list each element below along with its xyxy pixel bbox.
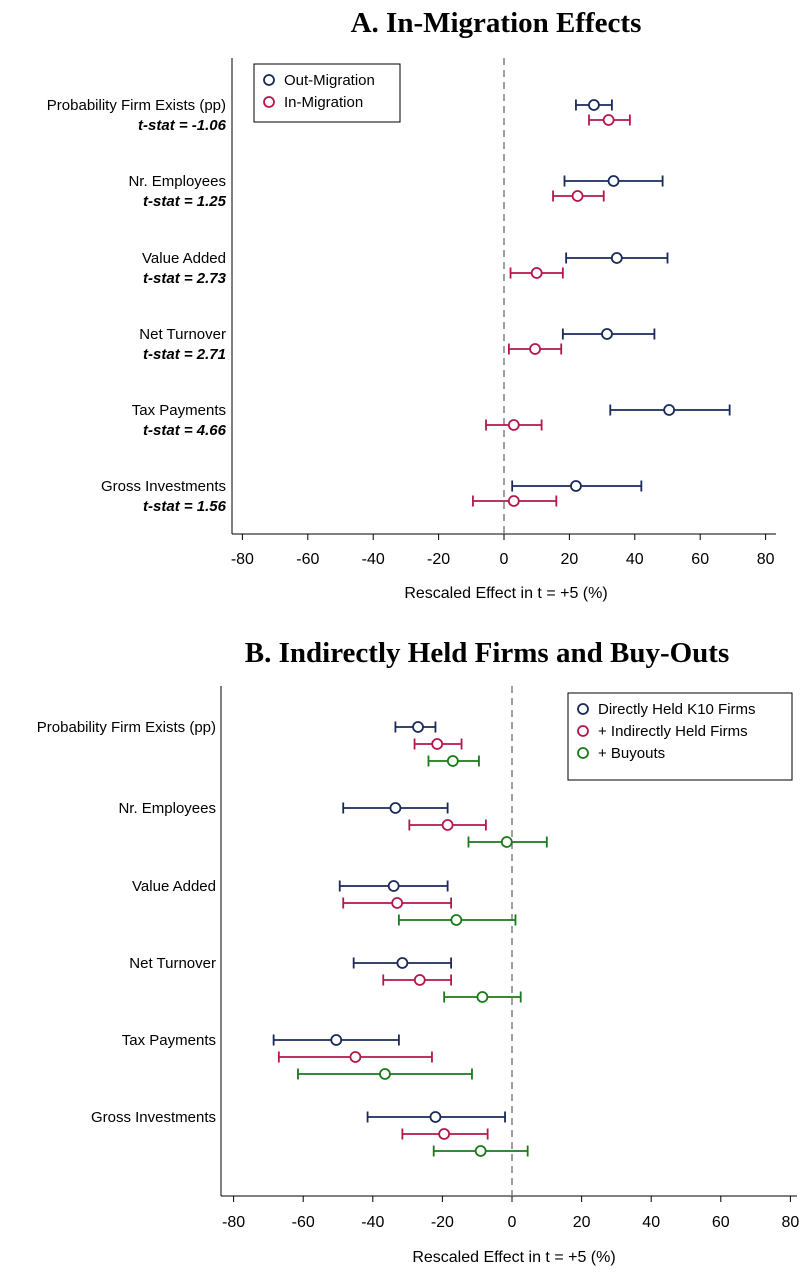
legend-marker: [577, 747, 589, 759]
x-tick-label: -20: [431, 1214, 454, 1231]
x-tick-label: 40: [626, 551, 644, 568]
panel-title: B. Indirectly Held Firms and Buy-Outs: [245, 637, 729, 669]
x-tick-label: 0: [508, 1214, 517, 1231]
tstat-annotation: t-stat = 1.56: [143, 498, 227, 515]
x-tick-label: -40: [362, 551, 385, 568]
x-tick-label: -80: [222, 1214, 245, 1231]
x-tick-label: 60: [691, 551, 709, 568]
point-estimate-marker: [438, 1128, 451, 1140]
category-label: Probability Firm Exists (pp): [47, 97, 226, 114]
x-tick-label: -80: [231, 551, 254, 568]
point-estimate-marker: [610, 252, 623, 264]
point-estimate-marker: [500, 836, 513, 848]
point-estimate-marker: [507, 495, 520, 507]
point-estimate-marker: [387, 880, 400, 892]
legend-entry: In-Migration: [284, 94, 363, 111]
point-estimate-marker: [602, 114, 615, 126]
point-estimate-marker: [507, 419, 520, 431]
x-tick-label: 80: [757, 551, 775, 568]
point-estimate-marker: [391, 897, 404, 909]
x-tick-label: 60: [712, 1214, 730, 1231]
point-estimate-marker: [413, 974, 426, 986]
category-label: Nr. Employees: [128, 173, 226, 190]
legend-entry: + Indirectly Held Firms: [598, 723, 748, 740]
category-label: Value Added: [132, 878, 216, 895]
point-estimate-marker: [379, 1068, 391, 1080]
point-estimate-marker: [601, 328, 613, 340]
legend-entry: Out-Migration: [284, 72, 375, 89]
point-estimate-marker: [446, 755, 459, 767]
category-label: Gross Investments: [101, 478, 226, 495]
point-estimate-marker: [389, 802, 402, 814]
tstat-annotation: t-stat = -1.06: [138, 117, 227, 134]
legend-box: [253, 63, 401, 123]
chart-panel-a: A. In-Migration Effects -80 -60 -40 -20 0 20 40…: [47, 7, 776, 602]
legend-entry: Directly Held K10 Firms: [598, 701, 756, 718]
tstat-annotation: t-stat = 2.73: [143, 270, 227, 287]
point-estimate-marker: [529, 343, 541, 355]
category-label: Tax Payments: [132, 402, 226, 419]
point-estimate-marker: [441, 819, 454, 831]
category-label: Tax Payments: [122, 1032, 216, 1049]
legend-marker: [577, 703, 589, 715]
point-estimate-marker: [431, 738, 444, 750]
category-label: Net Turnover: [129, 955, 216, 972]
point-estimate-marker: [349, 1051, 362, 1063]
point-estimate-marker: [476, 991, 489, 1003]
x-tick-label: -20: [427, 551, 450, 568]
x-axis-label: Rescaled Effect in t = +5 (%): [412, 1249, 615, 1266]
x-axis-label: Rescaled Effect in t = +5 (%): [404, 585, 607, 602]
point-estimate-marker: [396, 957, 409, 969]
chart-panel-b: B. Indirectly Held Firms and Buy-Outs -80…: [37, 637, 800, 1266]
point-estimate-marker: [474, 1145, 487, 1157]
category-label: Value Added: [142, 250, 226, 267]
legend-marker: [263, 96, 275, 108]
x-tick-label: -60: [292, 1214, 315, 1231]
legend-box: [567, 692, 793, 781]
point-estimate-marker: [450, 914, 463, 926]
panel-title: A. In-Migration Effects: [351, 7, 642, 39]
category-label: Probability Firm Exists (pp): [37, 719, 216, 736]
category-label: Net Turnover: [139, 326, 226, 343]
tstat-annotation: t-stat = 4.66: [143, 422, 227, 439]
point-estimate-marker: [663, 404, 676, 416]
point-estimate-marker: [571, 190, 584, 202]
legend-entry: + Buyouts: [598, 745, 665, 762]
x-tick-label: 40: [642, 1214, 660, 1231]
legend: Out-Migration In-Migration: [253, 63, 401, 123]
x-tick-label: 0: [500, 551, 509, 568]
point-estimate-marker: [588, 99, 600, 111]
point-estimate-marker: [429, 1111, 442, 1123]
x-tick-label: -60: [296, 551, 319, 568]
category-label: Nr. Employees: [118, 800, 216, 817]
x-tick-label: -40: [361, 1214, 384, 1231]
legend-marker: [263, 74, 275, 86]
point-estimate-marker: [412, 721, 424, 733]
tstat-annotation: t-stat = 1.25: [143, 193, 227, 210]
category-label: Gross Investments: [91, 1109, 216, 1126]
point-estimate-marker: [530, 267, 543, 279]
tstat-annotation: t-stat = 2.71: [143, 346, 226, 363]
point-estimate-marker: [330, 1034, 343, 1046]
legend-marker: [577, 725, 589, 737]
point-estimate-marker: [607, 175, 620, 187]
x-tick-label: 80: [782, 1214, 800, 1231]
legend: Directly Held K10 Firms + Indirectly Held…: [567, 692, 793, 781]
x-tick-label: 20: [573, 1214, 591, 1231]
x-tick-label: 20: [561, 551, 579, 568]
point-estimate-marker: [570, 480, 582, 492]
